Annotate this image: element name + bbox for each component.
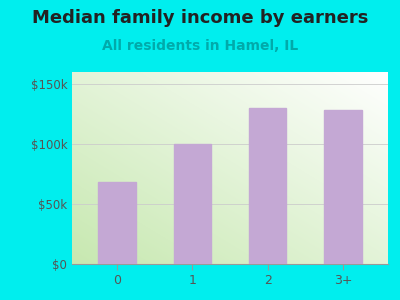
Bar — [98, 182, 136, 264]
Bar — [249, 108, 286, 264]
Bar — [174, 144, 211, 264]
Text: All residents in Hamel, IL: All residents in Hamel, IL — [102, 39, 298, 53]
Text: Median family income by earners: Median family income by earners — [32, 9, 368, 27]
Bar — [324, 110, 362, 264]
